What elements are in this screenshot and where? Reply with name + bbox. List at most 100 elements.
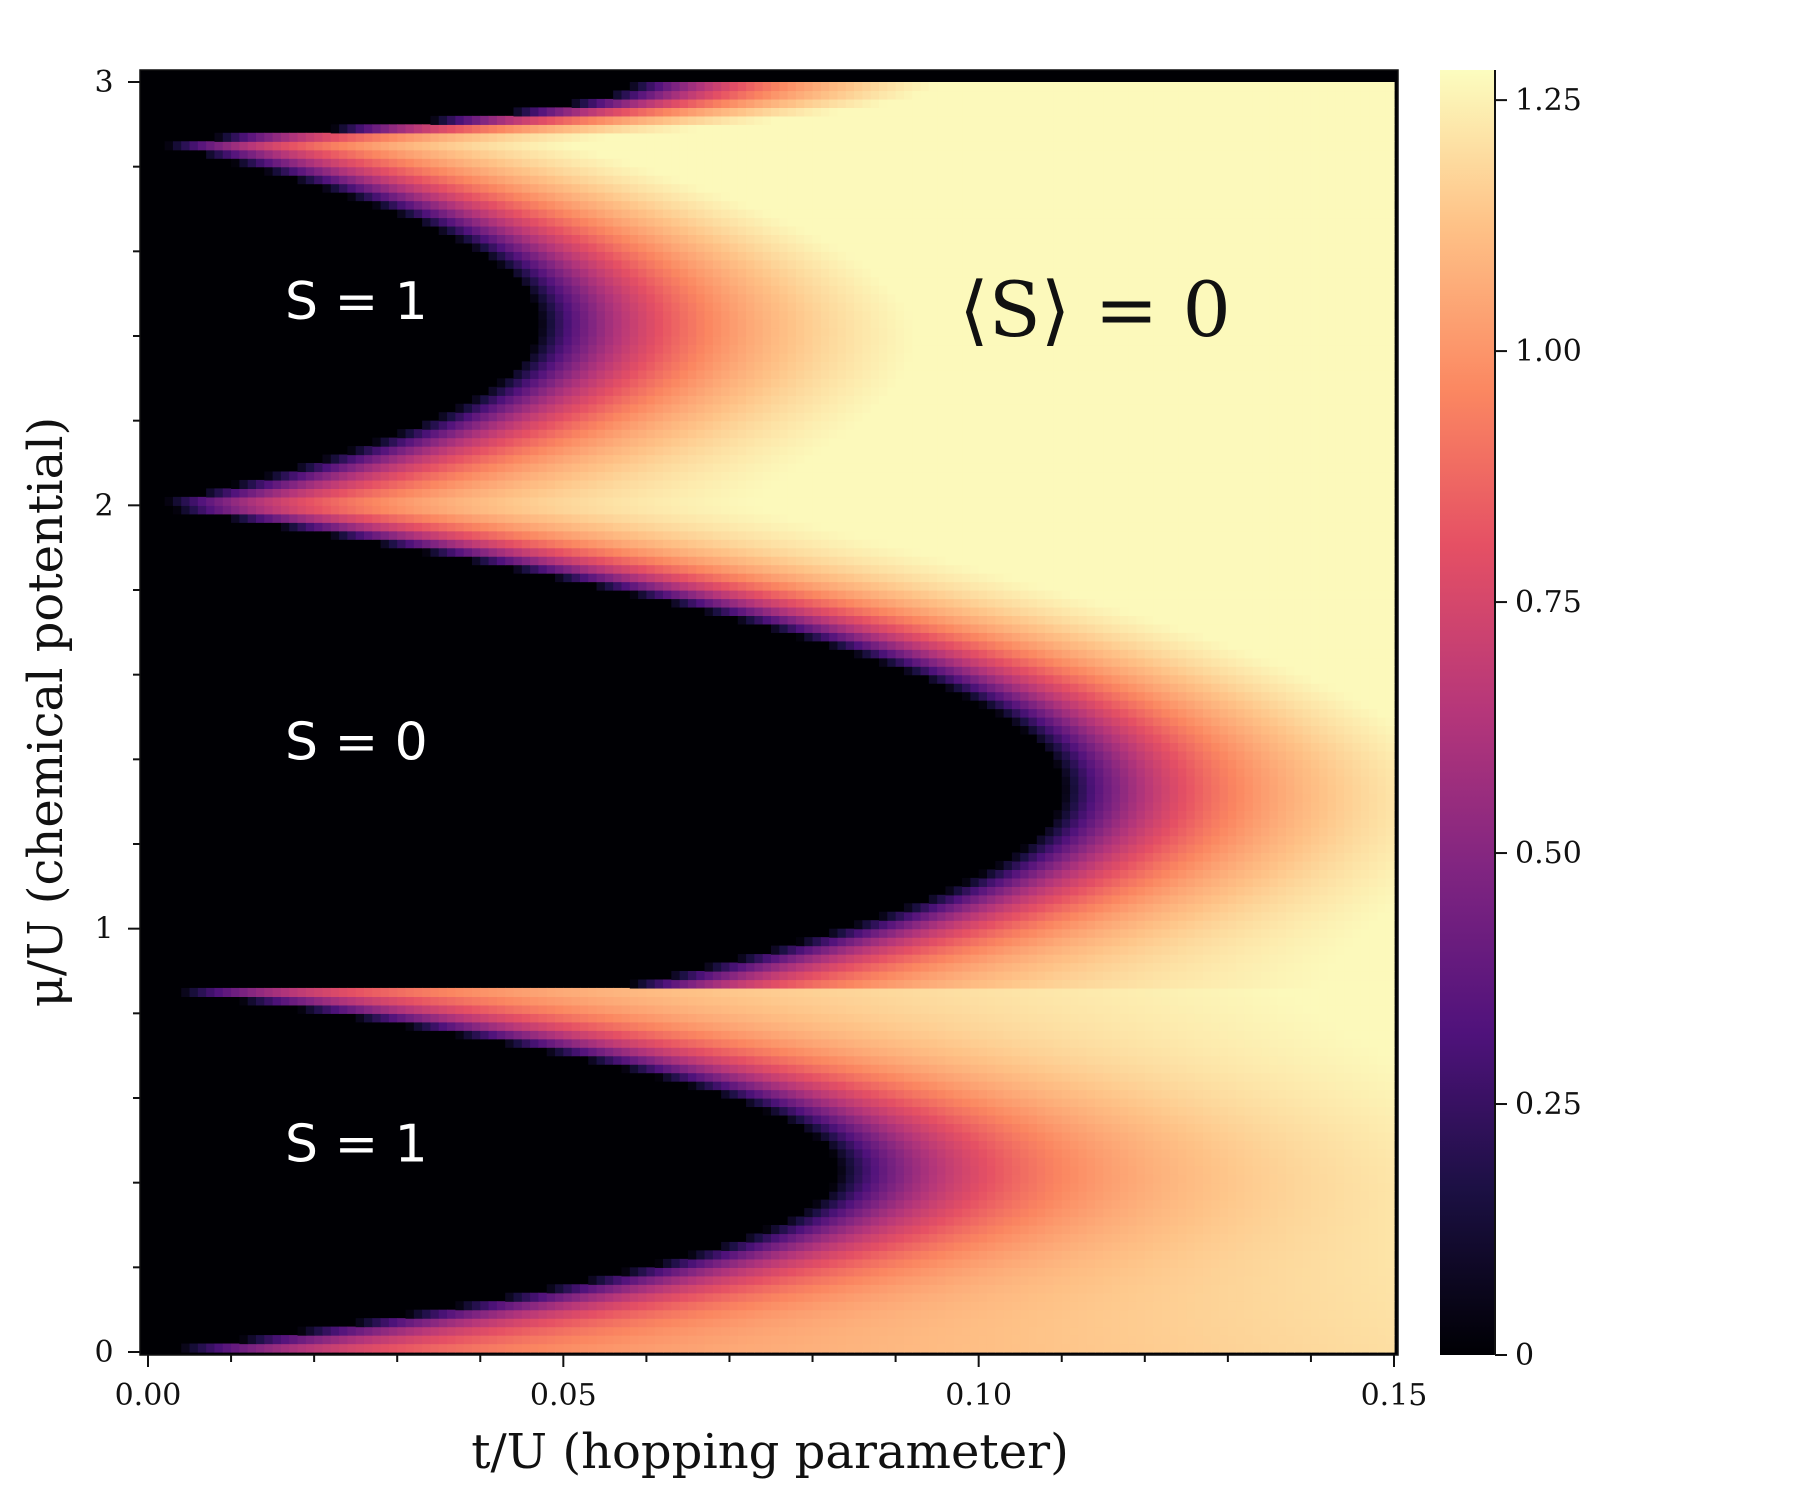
heatmap-cell — [704, 1267, 714, 1277]
heatmap-cell — [970, 1233, 980, 1243]
heatmap-cell — [928, 1292, 938, 1302]
heatmap-cell — [1244, 1148, 1254, 1158]
heatmap-cell — [854, 1216, 863, 1226]
heatmap-cell — [1003, 1148, 1013, 1158]
heatmap-cell — [920, 1098, 930, 1108]
heatmap-cell — [1360, 1013, 1370, 1023]
heatmap-cell — [1144, 1131, 1154, 1141]
heatmap-cell — [621, 1292, 631, 1302]
heatmap-cell — [1028, 886, 1038, 896]
heatmap-cell — [895, 1038, 905, 1048]
heatmap-cell — [339, 1326, 348, 1336]
heatmap-cell — [1352, 1013, 1362, 1023]
heatmap-cell — [1302, 1233, 1312, 1243]
heatmap-cell — [1227, 1174, 1237, 1184]
heatmap-cell — [845, 1055, 855, 1065]
heatmap-cell — [1070, 1275, 1079, 1285]
heatmap-cell — [737, 1055, 747, 1065]
heatmap-cell — [995, 937, 1005, 947]
heatmap-cell — [513, 1309, 523, 1319]
heatmap-cell — [1244, 1030, 1254, 1040]
heatmap-cell — [771, 945, 780, 955]
heatmap-cell — [1186, 971, 1196, 981]
heatmap-cell — [1103, 1140, 1113, 1150]
heatmap-cell — [1045, 1250, 1055, 1260]
heatmap-cell — [1070, 1055, 1079, 1065]
heatmap-cell — [1178, 1072, 1187, 1082]
heatmap-cell — [1335, 1225, 1345, 1235]
heatmap-cell — [970, 1055, 980, 1065]
heatmap-cell — [1211, 1038, 1221, 1048]
heatmap-cell — [878, 1165, 888, 1175]
heatmap-cell — [920, 954, 930, 964]
heatmap-cell — [795, 1326, 805, 1336]
heatmap-cell — [1161, 1208, 1171, 1218]
heatmap-cell — [1344, 1140, 1354, 1150]
heatmap-cell — [1186, 1292, 1196, 1302]
heatmap-cell — [255, 987, 265, 997]
heatmap-cell — [754, 1267, 764, 1277]
heatmap-cell — [1153, 894, 1163, 904]
heatmap-cell — [629, 1047, 639, 1057]
heatmap-cell — [272, 1343, 282, 1353]
heatmap-cell — [1036, 1013, 1046, 1023]
heatmap-cell — [928, 1309, 938, 1319]
heatmap-cell — [870, 971, 880, 981]
heatmap-cell — [762, 1098, 772, 1108]
heatmap-cell — [1344, 987, 1354, 997]
heatmap-cell — [679, 1275, 689, 1285]
heatmap-cell — [1277, 1191, 1287, 1201]
heatmap-cell — [837, 1174, 847, 1184]
heatmap-cell — [762, 979, 772, 989]
heatmap-cell — [1294, 1267, 1304, 1277]
heatmap-cell — [829, 1038, 839, 1048]
heatmap-cell — [1352, 996, 1362, 1006]
heatmap-cell — [1227, 1199, 1237, 1209]
heatmap-cell — [521, 1343, 531, 1353]
heatmap-cell — [1369, 1030, 1378, 1040]
heatmap-cell — [795, 996, 805, 1006]
heatmap-cell — [1219, 1233, 1229, 1243]
heatmap-cell — [829, 1047, 839, 1057]
heatmap-cell — [588, 1343, 598, 1353]
heatmap-cell — [1045, 1140, 1055, 1150]
heatmap-cell — [1020, 1301, 1030, 1311]
heatmap-cell — [903, 1309, 913, 1319]
heatmap-cell — [1310, 1131, 1320, 1141]
heatmap-cell — [845, 1182, 855, 1192]
heatmap-cell — [1111, 1038, 1121, 1048]
heatmap-cell — [1036, 1309, 1046, 1319]
heatmap-cell — [962, 1013, 971, 1023]
heatmap-cell — [1360, 987, 1370, 997]
heatmap-cell — [671, 1335, 681, 1345]
heatmap-cell — [1227, 1004, 1237, 1014]
heatmap-cell — [1028, 1106, 1038, 1116]
heatmap-cell — [1053, 1157, 1063, 1167]
heatmap-cell — [837, 1301, 847, 1311]
heatmap-cell — [696, 1038, 706, 1048]
heatmap-cell — [1252, 920, 1262, 930]
heatmap-cell — [1111, 1013, 1121, 1023]
heatmap-cell — [1385, 1199, 1395, 1209]
heatmap-cell — [845, 1326, 855, 1336]
heatmap-cell — [1302, 1165, 1312, 1175]
heatmap-cell — [1028, 1182, 1038, 1192]
heatmap-cell — [1153, 1123, 1163, 1133]
heatmap-cell — [812, 1216, 822, 1226]
heatmap-cell — [887, 1013, 897, 1023]
heatmap-cell — [729, 1021, 739, 1031]
heatmap-cell — [1094, 971, 1104, 981]
heatmap-cell — [1277, 945, 1287, 955]
heatmap-cell — [413, 1335, 423, 1345]
heatmap-cell — [920, 1013, 930, 1023]
heatmap-cell — [845, 1309, 855, 1319]
heatmap-cell — [363, 996, 373, 1006]
heatmap-cell — [1136, 979, 1146, 989]
heatmap-cell — [1194, 1208, 1204, 1218]
heatmap-cell — [1377, 996, 1387, 1006]
heatmap-cell — [1261, 1301, 1270, 1311]
heatmap-cell — [1070, 1098, 1079, 1108]
heatmap-cell — [1286, 1216, 1295, 1226]
heatmap-cell — [1136, 1098, 1146, 1108]
heatmap-cell — [1352, 1157, 1362, 1167]
